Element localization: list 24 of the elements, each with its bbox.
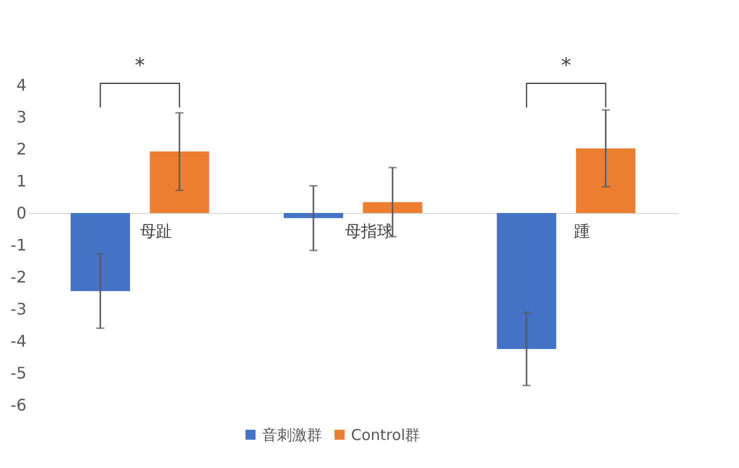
- y-tick-label: -2: [10, 268, 26, 286]
- bar: [70, 213, 130, 292]
- x-tick-label: 母指球: [345, 222, 393, 240]
- y-tick-label: -5: [10, 364, 26, 382]
- y-tick-label: 1: [16, 172, 26, 190]
- bar: [150, 152, 210, 213]
- y-tick-label: 3: [16, 108, 26, 126]
- y-tick-label: -6: [10, 396, 26, 414]
- y-tick-label: -4: [10, 332, 26, 350]
- x-tick-label: 踵: [574, 222, 590, 240]
- legend-label: 音刺激群: [262, 426, 322, 444]
- text: *: [561, 52, 572, 77]
- text: *: [134, 52, 145, 77]
- y-tick-label: -1: [10, 236, 26, 254]
- y-tick-label: -3: [10, 300, 26, 318]
- x-tick-label: 母趾: [140, 222, 172, 240]
- legend-label: Control群: [351, 426, 420, 444]
- y-tick-label: 0: [16, 204, 26, 222]
- bar: [284, 213, 344, 218]
- bar: [362, 202, 422, 213]
- y-tick-label: 4: [16, 76, 26, 94]
- bar: [576, 148, 636, 213]
- bar: [496, 213, 556, 349]
- y-tick-label: 2: [16, 140, 26, 158]
